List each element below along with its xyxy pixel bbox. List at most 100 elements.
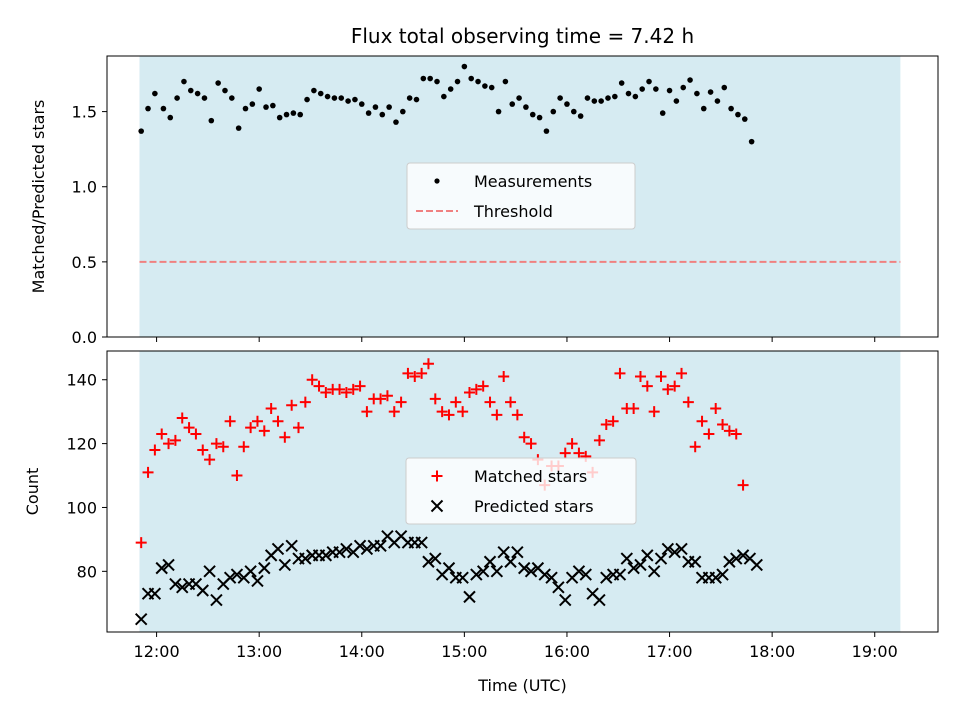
legend-x-glyph: [430, 499, 444, 513]
predicted-star-point: [463, 590, 476, 604]
predicted-star-point: [196, 584, 209, 597]
measurement-point: [728, 105, 734, 112]
measurement-point: [352, 96, 358, 103]
top-legend: Measurements Threshold: [406, 162, 636, 230]
predicted-star-point: [723, 555, 736, 568]
predicted-star-point: [620, 552, 634, 565]
xtick-label: 14:00: [339, 642, 385, 661]
measurement-point: [242, 105, 249, 112]
measurement-point: [570, 108, 577, 115]
measurement-point: [311, 87, 317, 94]
matched-star-point: [320, 387, 332, 399]
legend-matched-label: Matched stars: [474, 467, 587, 486]
predicted-star-point: [709, 571, 722, 584]
bottom-x-ticks: 12:00 13:00 14:00 15:00 16:00 17:00 18:00 19:00: [134, 632, 898, 661]
bottom-ytick-label: 100: [66, 498, 97, 517]
measurement-point: [748, 138, 755, 145]
matched-star-point: [293, 422, 305, 434]
predicted-star-point: [285, 539, 298, 552]
top-y-axis-label: Matched/Predicted stars: [29, 100, 48, 294]
legend-plus-glyph: [431, 470, 443, 482]
matched-star-point: [723, 425, 735, 437]
predicted-star-point: [524, 565, 538, 578]
measurement-point: [714, 98, 721, 104]
measurement-point: [256, 86, 262, 92]
measurement-point: [249, 101, 256, 107]
measurement-point: [632, 93, 639, 100]
matched-star-point: [429, 393, 441, 405]
predicted-star-point: [258, 561, 271, 575]
predicted-star-point: [559, 593, 572, 607]
x-axis-label: Time (UTC): [477, 676, 566, 695]
measurement-point: [653, 86, 659, 92]
matched-star-point: [299, 396, 311, 408]
matched-star-point: [251, 415, 263, 427]
predicted-star-point: [627, 561, 640, 575]
predicted-star-point: [456, 571, 469, 584]
predicted-star-point: [545, 571, 558, 584]
predicted-star-point: [654, 552, 668, 565]
measurement-point: [687, 77, 693, 83]
measurement-point: [393, 119, 399, 125]
matched-star-point: [634, 371, 646, 383]
measurement-point: [222, 87, 228, 94]
matched-star-point: [334, 383, 346, 395]
measurement-point: [625, 90, 632, 97]
bottom-y-axis-label: Count: [23, 468, 42, 516]
matched-star-point: [593, 434, 605, 446]
predicted-star-point: [688, 555, 702, 568]
matched-star-point: [176, 412, 188, 424]
predicted-star-point: [429, 552, 442, 565]
matched-star-point: [354, 380, 366, 392]
measurement-point: [276, 114, 283, 121]
predicted-star-point: [271, 542, 285, 556]
predicted-star-point: [600, 571, 613, 584]
matched-star-point: [600, 418, 612, 430]
matched-star-point: [498, 371, 510, 383]
measurement-point: [215, 80, 221, 86]
xtick-label: 12:00: [134, 642, 180, 661]
matched-star-point: [730, 428, 742, 440]
bottom-ytick-label: 120: [66, 435, 97, 454]
predicted-star-point: [750, 558, 763, 572]
bottom-ytick-label: 80: [77, 562, 97, 581]
matched-star-point: [710, 402, 722, 414]
measurement-point: [145, 105, 151, 112]
predicted-star-point: [476, 565, 490, 578]
predicted-star-point: [134, 613, 148, 626]
predicted-star-point: [162, 558, 175, 572]
predicted-star-point: [504, 555, 517, 568]
measurement-point: [639, 86, 645, 92]
top-y-ticks: 0.0 0.5 1.0 1.5: [72, 103, 107, 347]
matched-star-point: [210, 438, 222, 450]
matched-star-point: [443, 409, 455, 421]
matched-star-point: [737, 479, 749, 491]
bottom-ytick-label: 140: [66, 371, 97, 390]
predicted-star-point: [641, 549, 654, 562]
matched-star-point: [450, 396, 462, 408]
predicted-star-point: [668, 545, 681, 559]
bottom-legend-box: [405, 457, 637, 525]
measurement-point: [564, 101, 570, 107]
predicted-star-point: [579, 568, 592, 581]
measurement-point: [290, 110, 297, 116]
matched-star-point: [149, 444, 161, 456]
measurement-point: [495, 108, 502, 115]
matched-star-point: [286, 399, 298, 411]
predicted-star-point: [538, 568, 551, 581]
predicted-star-point: [360, 542, 374, 556]
matched-star-point: [505, 396, 517, 408]
legend-matched-marker: [431, 470, 443, 482]
predicted-star-point: [333, 545, 346, 559]
measurement-point: [536, 114, 543, 121]
measurement-point: [372, 104, 379, 110]
matched-star-point: [607, 415, 619, 427]
measurement-point: [694, 90, 700, 97]
measurement-point: [181, 78, 187, 85]
measurement-point: [735, 111, 741, 118]
measurement-point: [297, 111, 304, 118]
legend-measurements-label: Measurements: [474, 172, 592, 191]
matched-star-point: [573, 447, 585, 459]
matched-star-point: [190, 428, 202, 440]
matched-star-point: [457, 406, 469, 418]
